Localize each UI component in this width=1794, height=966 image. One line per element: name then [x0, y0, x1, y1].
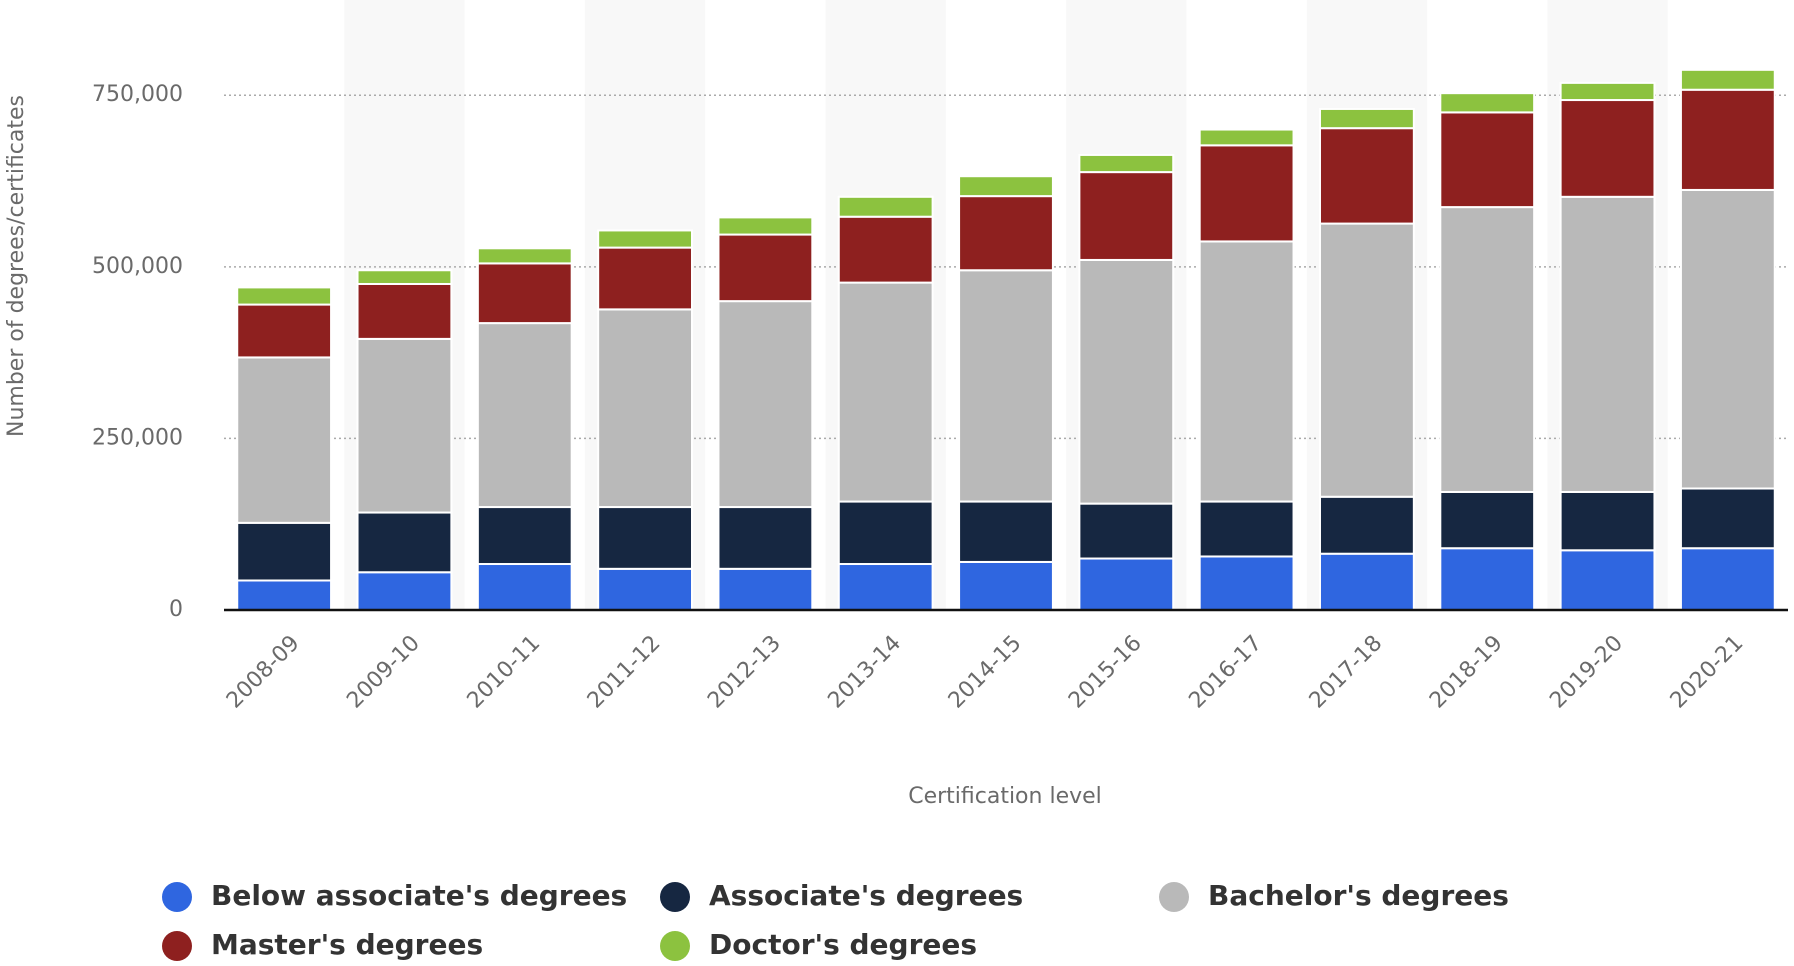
- bar-segment: [1319, 495, 1415, 555]
- legend-label: Master's degrees: [211, 928, 483, 961]
- legend-marker: [1159, 882, 1189, 912]
- bar-segment: [958, 500, 1054, 563]
- bar-segment: [1679, 188, 1776, 490]
- bar-segment: [1559, 195, 1656, 493]
- x-tick-label: 2014-15: [944, 631, 1027, 714]
- x-tick-label: 2013-14: [824, 631, 907, 714]
- bar-segment: [958, 560, 1054, 611]
- bar-segment: [1319, 107, 1415, 130]
- bar-segment: [236, 521, 333, 582]
- bar-segment: [1319, 127, 1415, 225]
- legend-label: Bachelor's degrees: [1208, 879, 1509, 912]
- bar-segment: [356, 282, 453, 340]
- bar-segment: [837, 215, 934, 284]
- bar-segment: [236, 286, 333, 306]
- legend-label: Doctor's degrees: [709, 928, 977, 961]
- bar-segment: [1198, 240, 1295, 503]
- x-tick-label: 2010-11: [463, 631, 546, 714]
- x-axis-title: Certification level: [908, 784, 1102, 809]
- x-tick-label: 2012-13: [703, 631, 786, 714]
- bar-segment: [717, 567, 814, 611]
- bar-segment: [356, 337, 453, 514]
- bar-segment: [1319, 552, 1415, 612]
- bar-segment: [236, 303, 333, 359]
- x-tick-label: 2020-21: [1666, 631, 1749, 714]
- y-axis-title: Number of degrees/certificates: [4, 95, 29, 437]
- x-tick-label: 2019-20: [1545, 631, 1628, 714]
- legend-marker: [660, 931, 690, 961]
- bar-segment: [1198, 500, 1295, 558]
- bar-segment: [1078, 171, 1175, 261]
- bar-segment: [717, 216, 814, 236]
- bar-segment: [1198, 555, 1295, 611]
- bar-segment: [717, 300, 814, 509]
- bar-segment: [476, 563, 573, 611]
- bar-segment: [1679, 68, 1776, 91]
- bar-segment: [1078, 258, 1175, 505]
- bar-segment: [717, 506, 814, 570]
- bar-segment: [1559, 490, 1656, 552]
- bar-segment: [837, 500, 934, 566]
- bar-segment: [1559, 99, 1656, 198]
- bar-segment: [597, 229, 693, 249]
- bar-segment: [597, 506, 693, 570]
- x-tick-label: 2015-16: [1064, 631, 1147, 714]
- bar-segment: [1198, 144, 1295, 243]
- bar-segment: [1439, 111, 1536, 209]
- bar-segment: [1679, 88, 1776, 191]
- bar-segment: [476, 247, 573, 265]
- bar-segment: [356, 511, 453, 574]
- bar-segment: [1439, 92, 1536, 114]
- bar-segment: [1078, 557, 1175, 611]
- bar-segment: [837, 563, 934, 611]
- legend-marker: [162, 931, 192, 961]
- y-tick-label: 500,000: [92, 254, 183, 279]
- x-tick-label: 2017-18: [1305, 631, 1388, 714]
- x-tick-label: 2011-12: [583, 631, 666, 714]
- legend-label: Associate's degrees: [709, 879, 1023, 912]
- bar-segment: [717, 233, 814, 303]
- bar-segment: [1439, 206, 1536, 493]
- bar-segment: [1319, 222, 1415, 498]
- x-tick-label: 2009-10: [342, 631, 425, 714]
- bar-segment: [476, 322, 573, 509]
- bar-segment: [1559, 549, 1656, 612]
- bar-segment: [1078, 502, 1175, 560]
- bar-segment: [597, 308, 693, 509]
- bar-segment: [597, 567, 693, 611]
- legend-marker: [162, 882, 192, 912]
- bar-segment: [1078, 153, 1175, 174]
- bar-segment: [1198, 128, 1295, 147]
- bar-segment: [958, 175, 1054, 198]
- bar-segment: [1559, 81, 1656, 102]
- x-tick-label: 2008-09: [222, 631, 305, 714]
- bar-segment: [597, 246, 693, 311]
- bar-segment: [476, 262, 573, 325]
- bar-segment: [1679, 487, 1776, 550]
- y-tick-label: 750,000: [92, 82, 183, 107]
- y-tick-label: 250,000: [92, 425, 183, 450]
- bar-segment: [236, 579, 333, 612]
- bar-segment: [1679, 547, 1776, 612]
- legend-label: Below associate's degrees: [211, 879, 627, 912]
- bar-segment: [837, 281, 934, 503]
- bar-segment: [476, 506, 573, 566]
- bar-segment: [356, 269, 453, 285]
- legend-marker: [660, 882, 690, 912]
- bar-segment: [1439, 490, 1536, 550]
- bar-segment: [958, 269, 1054, 503]
- bar-segment: [837, 195, 934, 218]
- bar-segment: [356, 571, 453, 611]
- bar-segment: [1439, 547, 1536, 612]
- y-tick-label: 0: [169, 597, 183, 622]
- bar-segment: [958, 195, 1054, 272]
- bar-segment: [236, 356, 333, 524]
- x-tick-label: 2016-17: [1184, 631, 1267, 714]
- x-tick-label: 2018-19: [1425, 631, 1508, 714]
